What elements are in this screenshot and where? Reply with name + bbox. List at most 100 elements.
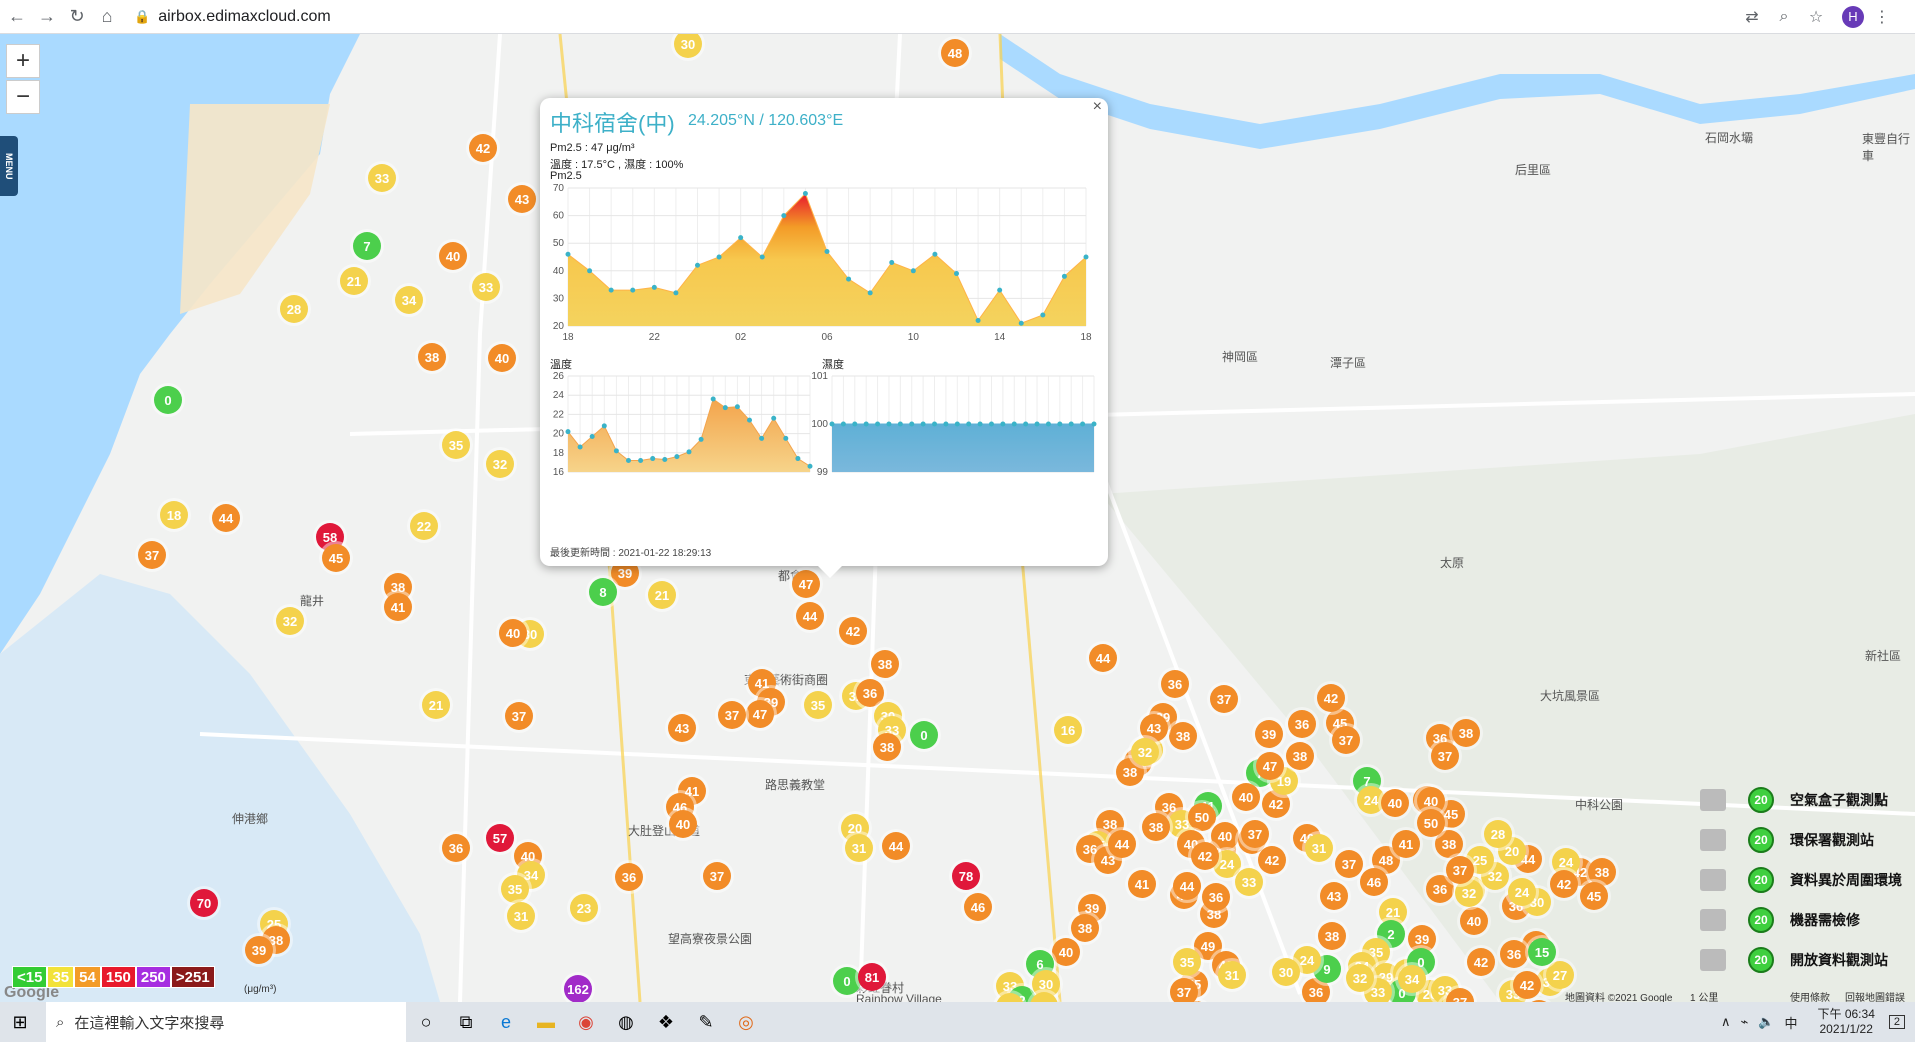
sensor-marker[interactable]: 32 (996, 993, 1024, 1002)
sensor-marker[interactable]: 37 (1446, 988, 1474, 1002)
sensor-marker[interactable]: 44 (882, 832, 910, 860)
sensor-marker[interactable]: 32 (1346, 964, 1374, 992)
sensor-marker[interactable]: 42 (1317, 684, 1345, 712)
sensor-marker[interactable]: 41 (384, 593, 412, 621)
sensor-marker[interactable]: 43 (668, 714, 696, 742)
back-icon[interactable]: ← (8, 6, 26, 26)
tray-chevron-icon[interactable]: ∧ (1720, 1014, 1731, 1029)
bookmark-star-icon[interactable]: ☆ (1808, 8, 1824, 26)
sensor-marker[interactable]: 0 (910, 721, 938, 749)
sensor-marker[interactable]: 39 (245, 936, 273, 964)
sensor-marker[interactable]: 35 (501, 875, 529, 903)
ime-indicator[interactable]: 中 (1784, 1015, 1798, 1031)
sensor-marker[interactable]: 37 (1170, 978, 1198, 1002)
more-menu-icon[interactable]: ⋮ (1874, 8, 1890, 26)
home-icon[interactable]: ⌂ (101, 6, 113, 26)
sensor-marker[interactable]: 7 (353, 232, 381, 260)
address-bar[interactable]: 🔒 airbox.edimaxcloud.com (134, 4, 1734, 30)
sensor-marker[interactable]: 36 (442, 834, 470, 862)
sensor-marker[interactable]: 16 (1054, 716, 1082, 744)
file-explorer-icon[interactable]: ▬ (537, 1011, 555, 1032)
sensor-marker[interactable]: 35 (1173, 948, 1201, 976)
sensor-marker[interactable]: 38 (1071, 914, 1099, 942)
notification-icon[interactable]: 2 (1888, 1015, 1905, 1029)
sensor-marker[interactable]: 40 (488, 344, 516, 372)
sensor-marker[interactable]: 42 (1513, 971, 1541, 999)
sensor-marker[interactable]: 21 (340, 267, 368, 295)
sensor-marker[interactable]: 39 (1255, 720, 1283, 748)
sensor-marker[interactable]: 37 (1431, 742, 1459, 770)
sensor-marker[interactable]: 41 (1525, 1000, 1553, 1002)
sensor-marker[interactable]: 42 (839, 617, 867, 645)
sensor-marker[interactable]: 22 (410, 512, 438, 540)
sensor-marker[interactable]: 43 (1320, 882, 1348, 910)
sensor-marker[interactable]: 18 (160, 501, 188, 529)
translate-icon[interactable]: ⇄ (1745, 8, 1759, 26)
sensor-marker[interactable]: 38 (1169, 722, 1197, 750)
sensor-marker[interactable]: 81 (858, 963, 886, 991)
sensor-marker[interactable]: 33 (368, 164, 396, 192)
sensor-marker[interactable]: 40 (1052, 938, 1080, 966)
sensor-marker[interactable]: 37 (718, 701, 746, 729)
sensor-marker[interactable]: 37 (703, 862, 731, 890)
sensor-marker[interactable]: 44 (796, 602, 824, 630)
sensor-marker[interactable]: 37 (505, 702, 533, 730)
app-icon-4[interactable]: ◎ (738, 1011, 754, 1032)
app-icon-2[interactable]: ❖ (657, 1011, 675, 1032)
sensor-marker[interactable]: 43 (1140, 714, 1168, 742)
sensor-marker[interactable]: 34 (395, 286, 423, 314)
sensor-marker[interactable]: 44 (1108, 830, 1136, 858)
sensor-marker[interactable]: 78 (952, 862, 980, 890)
sensor-marker[interactable]: 27 (1546, 961, 1574, 989)
sensor-marker[interactable]: 21 (422, 691, 450, 719)
sensor-marker[interactable]: 32 (276, 607, 304, 635)
chrome-icon[interactable]: ◉ (578, 1011, 594, 1032)
sensor-marker[interactable]: 47 (746, 700, 774, 728)
profile-avatar[interactable]: H (1842, 5, 1864, 28)
sensor-marker[interactable]: 31 (1218, 961, 1246, 989)
sensor-marker[interactable]: 40 (1460, 907, 1488, 935)
sensor-marker[interactable]: 31 (1305, 834, 1333, 862)
sensor-marker[interactable]: 40 (1232, 783, 1260, 811)
sensor-marker[interactable]: 30 (1272, 958, 1300, 986)
sensor-marker[interactable]: 44 (1089, 644, 1117, 672)
sensor-marker[interactable]: 38 (873, 733, 901, 761)
sensor-marker[interactable]: 50 (1417, 809, 1445, 837)
sensor-marker[interactable]: 48 (941, 39, 969, 67)
sensor-marker[interactable]: 36 (856, 679, 884, 707)
map-canvas[interactable]: + − MENU 伸港鄉龍井東海藝術街商圈路思義教堂大肚望高寮夜景公園彩虹眷村R… (0, 34, 1915, 1002)
sensor-marker[interactable]: 36 (615, 863, 643, 891)
sensor-marker[interactable]: 37 (138, 541, 166, 569)
sensor-marker[interactable]: 42 (1550, 870, 1578, 898)
forward-icon[interactable]: → (38, 6, 56, 26)
sensor-marker[interactable]: 40 (1211, 822, 1239, 850)
sensor-marker[interactable]: 21 (648, 581, 676, 609)
sensor-marker[interactable]: 42 (1258, 846, 1286, 874)
sensor-marker[interactable]: 40 (439, 242, 467, 270)
sensor-marker[interactable]: 36 (1182, 1001, 1210, 1002)
zoom-in-button[interactable]: + (6, 44, 40, 78)
sensor-marker[interactable]: 35 (804, 691, 832, 719)
sensor-marker[interactable]: 24 (1357, 786, 1385, 814)
sensor-marker[interactable]: 40 (669, 810, 697, 838)
sensor-marker[interactable]: 44 (212, 504, 240, 532)
sensor-marker[interactable]: 33 (1235, 868, 1263, 896)
sensor-marker[interactable]: 38 (1318, 922, 1346, 950)
network-icon[interactable]: ⌁ (1740, 1014, 1749, 1029)
sensor-marker[interactable]: 36 (1288, 710, 1316, 738)
task-view-icon[interactable]: ⧉ (459, 1011, 473, 1032)
sensor-marker[interactable]: 46 (1360, 868, 1388, 896)
sensor-marker[interactable]: 40 (499, 619, 527, 647)
sensor-marker[interactable]: 34 (1398, 965, 1426, 993)
sensor-marker[interactable]: 36 (1500, 940, 1528, 968)
sensor-marker[interactable]: 38 (1435, 830, 1463, 858)
sensor-marker[interactable]: 44 (1173, 872, 1201, 900)
sensor-marker[interactable]: 42 (469, 134, 497, 162)
sensor-marker[interactable]: 37 (1335, 850, 1363, 878)
sensor-marker[interactable]: 0 (833, 967, 861, 995)
sensor-marker[interactable]: 37 (1446, 856, 1474, 884)
sensor-marker[interactable]: 70 (190, 889, 218, 917)
sensor-marker[interactable]: 46 (964, 893, 992, 921)
sensor-marker[interactable]: 38 (1286, 742, 1314, 770)
sensor-marker[interactable]: 38 (1588, 858, 1616, 886)
